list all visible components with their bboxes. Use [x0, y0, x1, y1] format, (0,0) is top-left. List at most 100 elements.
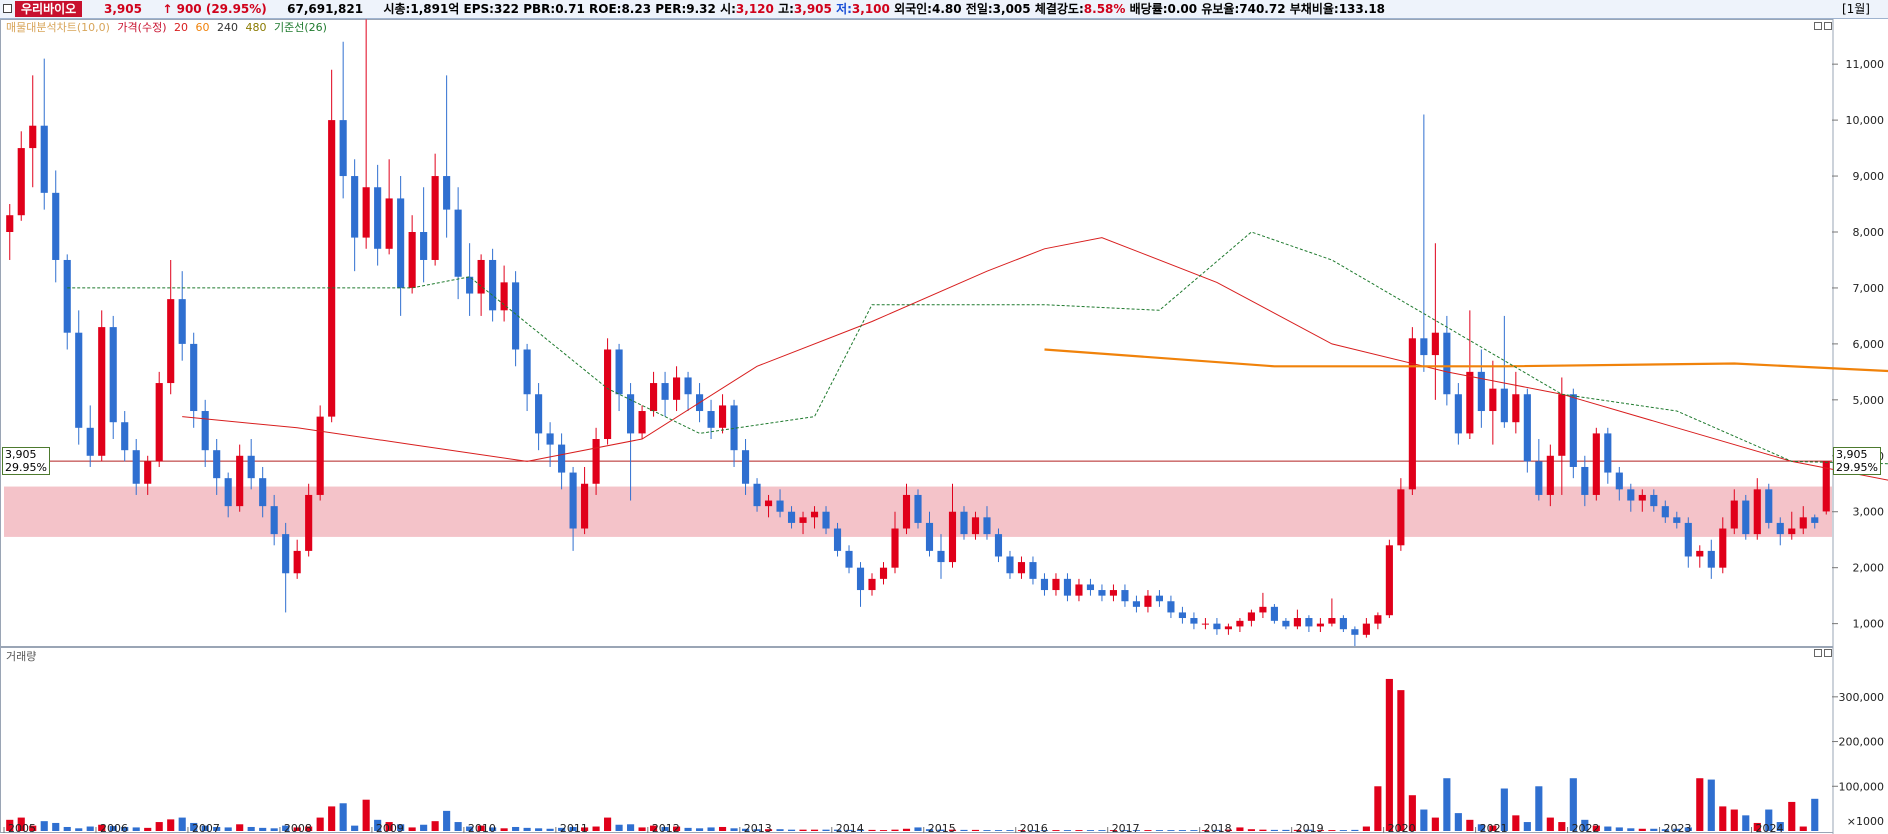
legend-ma480[interactable]: 480	[245, 21, 267, 34]
candle-body	[178, 299, 186, 344]
volume-bar	[983, 830, 991, 831]
candle-body	[592, 439, 600, 484]
candle-body	[535, 394, 543, 434]
volume-bar	[764, 829, 773, 831]
volume-bar	[1753, 822, 1761, 831]
volume-bar	[1523, 822, 1531, 831]
volume-bar	[1178, 830, 1186, 831]
stock-name[interactable]: 우리바이오	[15, 1, 83, 17]
legend-baseline[interactable]: 기준선(26)	[274, 21, 327, 34]
volume-bar	[1167, 830, 1175, 831]
volume-bar	[1224, 829, 1232, 831]
volume-pane-minimize-icon[interactable]	[1814, 649, 1822, 657]
candle-body	[914, 494, 922, 523]
volume-pane-maximize-icon[interactable]	[1824, 649, 1832, 657]
candle-body	[1259, 606, 1267, 613]
volume-bar	[1236, 827, 1244, 831]
volume-bar	[1592, 825, 1600, 831]
candle-body	[1443, 332, 1451, 395]
candle-body	[1109, 590, 1118, 596]
candle-body	[879, 567, 888, 579]
right-price-marker-pct: 29.95%	[1836, 461, 1878, 474]
window-menu-checkbox[interactable]	[3, 4, 12, 13]
high-value: 3,905	[793, 2, 832, 16]
candle-body	[661, 383, 669, 400]
axes: 1,0002,0003,0004,0005,0006,0007,0008,000…	[3, 58, 1885, 834]
year-tick-label: 2020	[1388, 822, 1416, 834]
volume-bar	[1063, 830, 1072, 831]
year-tick-label: 2006	[100, 822, 128, 834]
candle-body	[1684, 522, 1692, 557]
candle-body	[1719, 528, 1727, 568]
volume-bar	[1707, 779, 1715, 831]
candle-body	[1086, 584, 1095, 591]
candle-body	[1236, 620, 1244, 627]
volume-bar	[1776, 822, 1784, 831]
volume-bar	[1282, 829, 1290, 831]
candle-body	[627, 394, 635, 434]
legend-ma240[interactable]: 240	[217, 21, 238, 34]
candle-body	[1592, 433, 1600, 495]
volume-legend[interactable]: 거래량	[6, 650, 37, 663]
period-selector[interactable]: [1월]	[1841, 2, 1870, 16]
price-tick-label: 6,000	[1853, 338, 1885, 351]
volume-bar	[17, 817, 25, 831]
volume-bar	[339, 803, 347, 831]
legend-analysis[interactable]: 매물대분석차트(10,0)	[6, 21, 110, 34]
volume-bar	[1098, 830, 1106, 831]
volume-bar	[994, 830, 1003, 831]
candle-body	[374, 187, 382, 249]
volume-bar	[615, 824, 623, 831]
candle-body	[937, 550, 945, 563]
volume-bar	[1569, 778, 1577, 831]
volume-bar	[845, 829, 853, 831]
legend-ma20[interactable]: 20	[174, 21, 188, 34]
volume-bar	[1374, 786, 1382, 831]
volume-bar	[1627, 828, 1635, 831]
volume-bar	[431, 821, 439, 831]
strength-label: 체결강도:	[1034, 2, 1084, 16]
volume-bar	[1190, 830, 1198, 831]
year-tick-label: 2018	[1204, 822, 1232, 834]
year-tick-label: 2016	[1020, 822, 1048, 834]
candle-body	[75, 332, 83, 428]
year-tick-label: 2015	[928, 822, 956, 834]
volume-bar	[627, 824, 635, 831]
candle-body	[960, 511, 968, 535]
candle-body	[741, 450, 750, 484]
price-pane-minimize-icon[interactable]	[1814, 22, 1822, 30]
price-chart[interactable]: 1,0002,0003,0004,0005,0006,0007,0008,000…	[0, 19, 1888, 834]
candle-body	[443, 176, 451, 210]
candle-body	[109, 327, 117, 423]
volume-bar	[201, 825, 209, 831]
volume-bar	[891, 829, 899, 831]
candle-body	[236, 455, 244, 507]
volume-bar	[1604, 826, 1612, 831]
volume-bar	[1799, 826, 1807, 831]
price-tick-label: 5,000	[1853, 394, 1885, 407]
volume-bar	[914, 827, 922, 831]
volume-bar	[718, 826, 727, 831]
volume-bar	[1811, 798, 1819, 831]
volume-bar	[190, 822, 198, 831]
volume-value: 67,691,821	[287, 2, 364, 16]
price-tick-label: 2,000	[1853, 562, 1885, 575]
year-tick-label: 2010	[468, 822, 496, 834]
title-bar: 우리바이오 3,905 ↑ 900 (29.95%) 67,691,821 시총…	[0, 0, 1888, 19]
candle-body	[1730, 500, 1738, 529]
quote-line: 3,905 ↑ 900 (29.95%) 67,691,821 시총:1,891…	[104, 2, 1385, 17]
candle-body	[1270, 606, 1278, 621]
price-pane-maximize-icon[interactable]	[1824, 22, 1832, 30]
volume-bar	[1443, 778, 1451, 831]
candle-body	[1374, 615, 1382, 624]
candle-body	[1627, 489, 1635, 501]
volume-bar	[638, 827, 646, 831]
legend-price[interactable]: 가격(수정)	[117, 21, 167, 34]
eps-value: EPS:322	[463, 2, 520, 16]
volume-bar	[1788, 801, 1796, 831]
legend-ma60[interactable]: 60	[195, 21, 210, 34]
volume-bar	[155, 822, 163, 831]
candle-body	[1765, 489, 1773, 523]
volume-bar	[1673, 828, 1681, 831]
candle-body	[1650, 494, 1658, 507]
